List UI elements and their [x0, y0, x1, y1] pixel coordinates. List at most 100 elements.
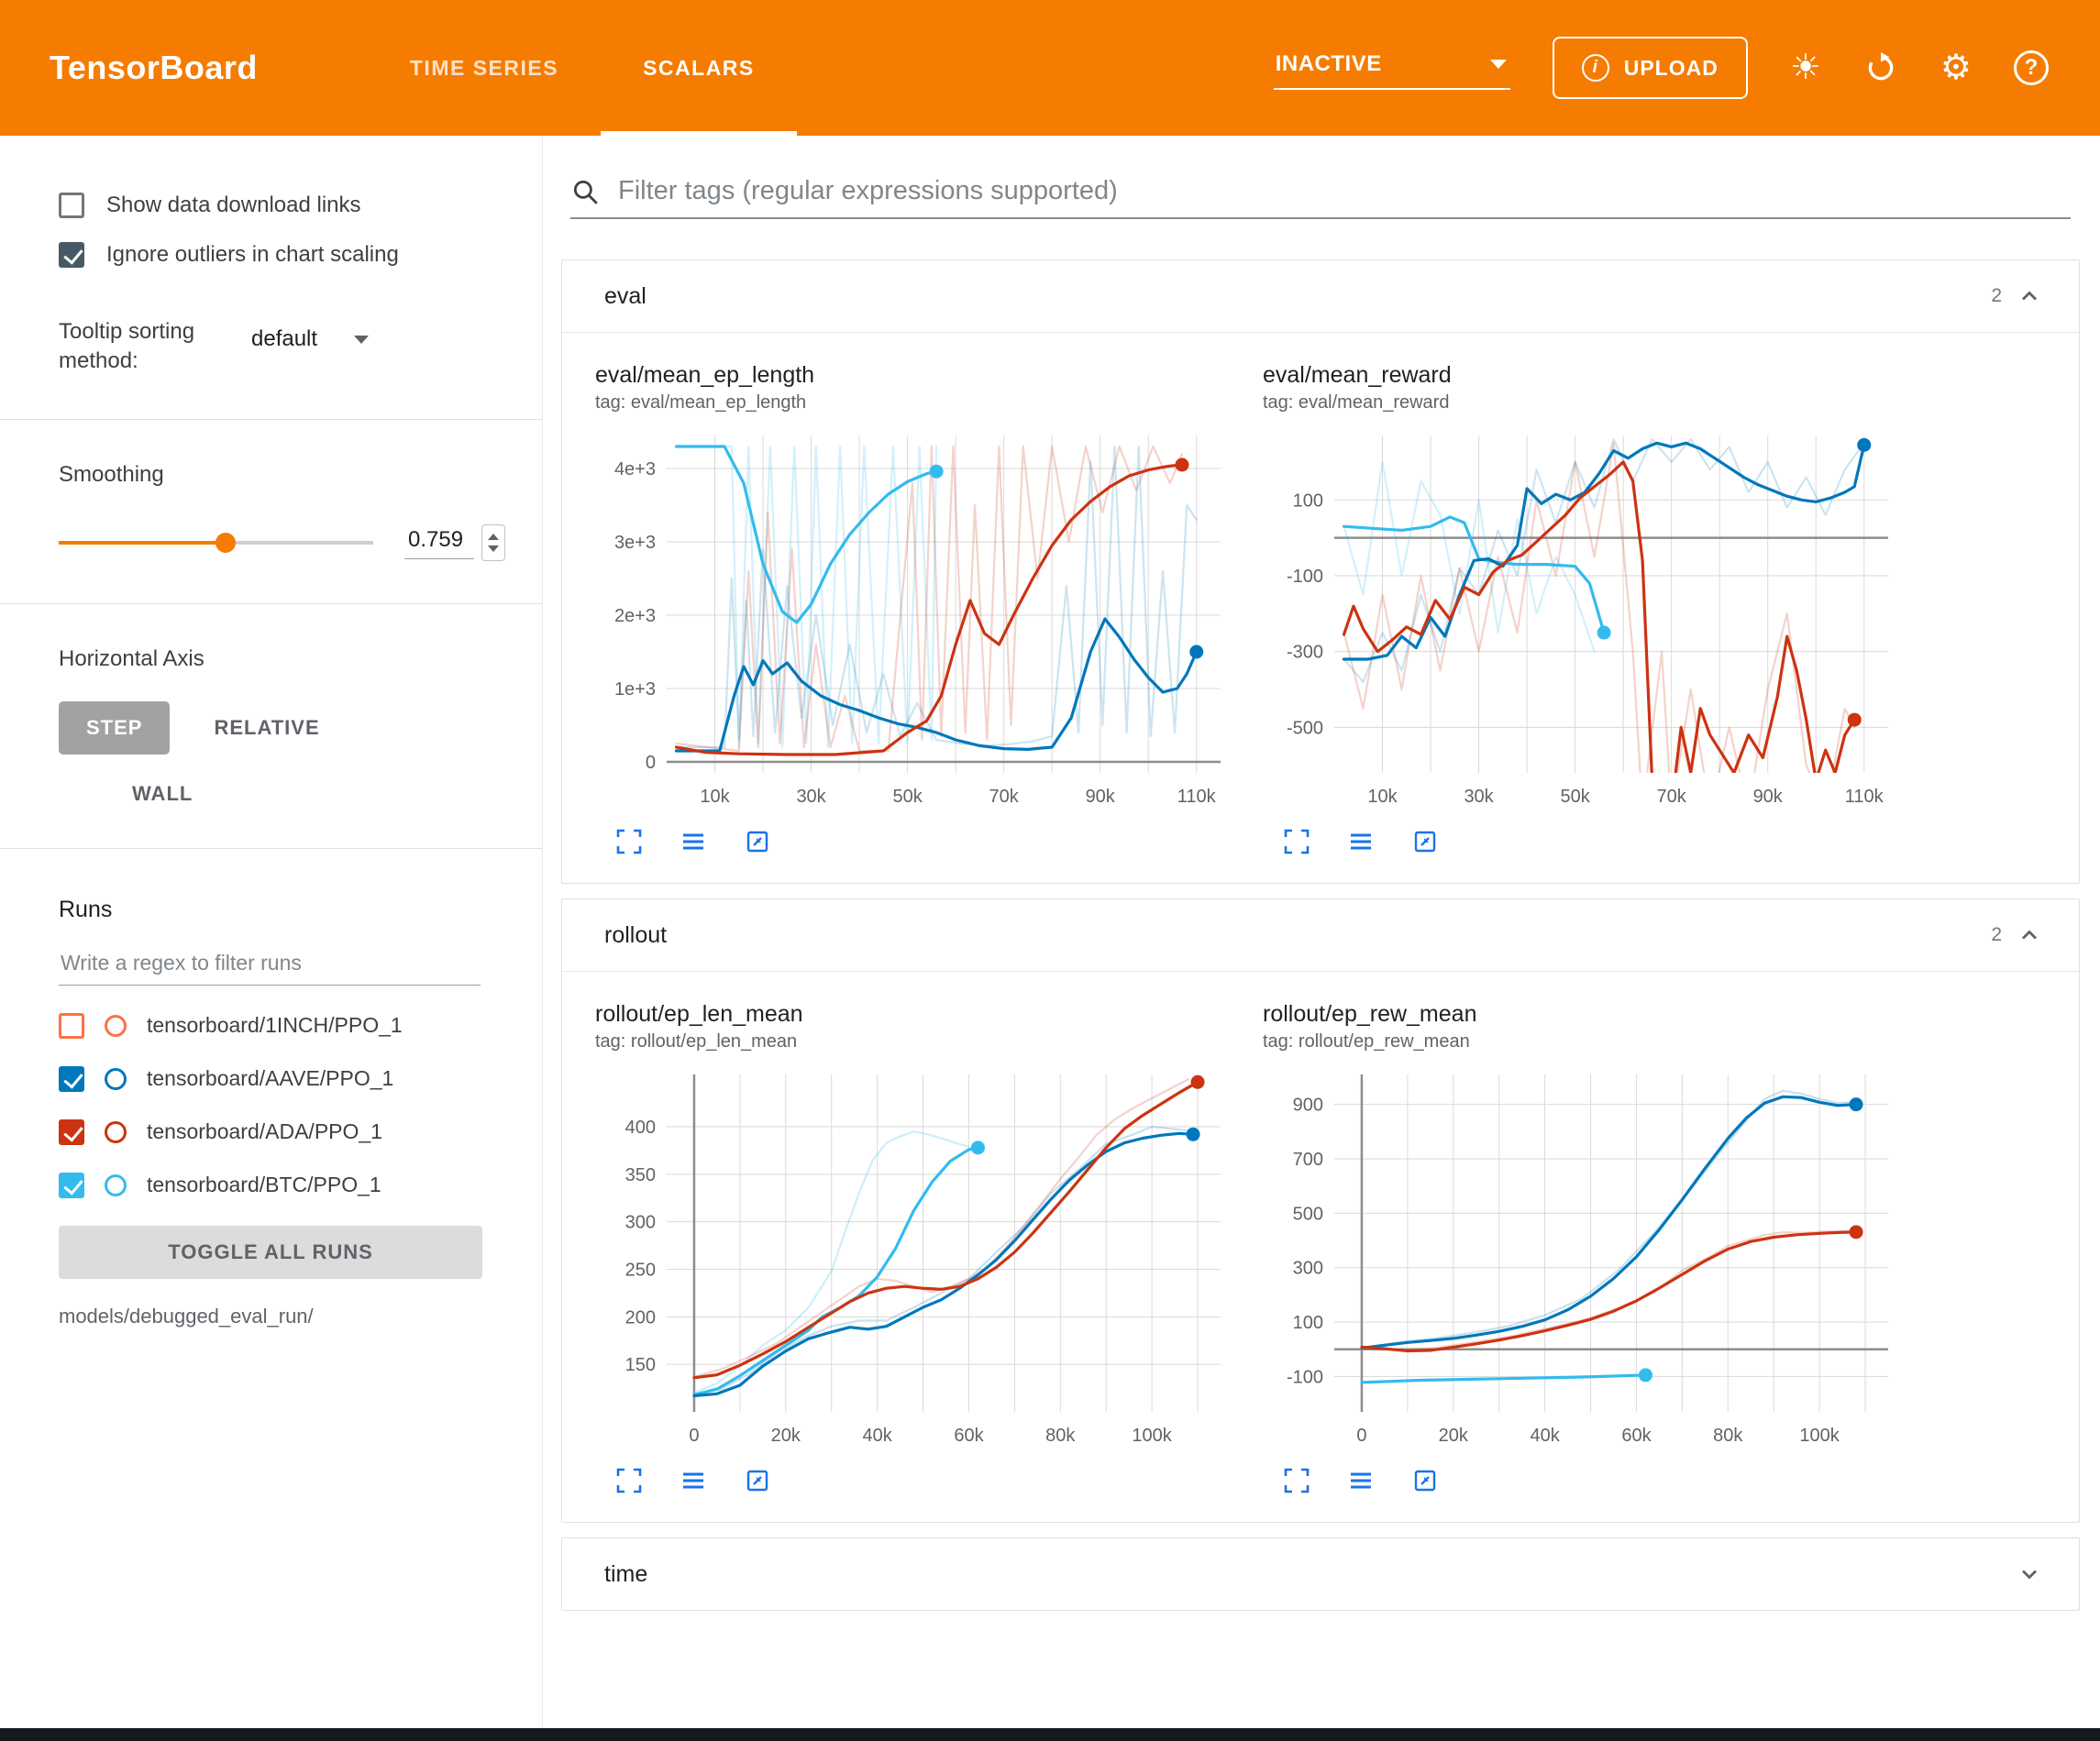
caret-down-icon	[354, 335, 370, 344]
stepper-up-icon[interactable]	[488, 533, 499, 540]
run-label: tensorboard/AAVE/PPO_1	[147, 1066, 394, 1091]
collapse-section-icon[interactable]	[2017, 922, 2042, 948]
svg-text:4e+3: 4e+3	[614, 459, 656, 479]
svg-text:0: 0	[1356, 1426, 1366, 1446]
fit-domain-icon[interactable]	[1411, 1467, 1439, 1494]
section-title: rollout	[604, 921, 668, 948]
chart-plot[interactable]: 10k 30k 50k 70k 90k 110k 0 1e+3 2e+3 3e+3 4e+3	[593, 423, 1235, 817]
svg-text:3e+3: 3e+3	[614, 533, 656, 553]
upload-button[interactable]: i UPLOAD	[1552, 37, 1748, 99]
runs-filter-input[interactable]	[59, 944, 481, 986]
tooltip-sorting-value: default	[251, 326, 318, 351]
caret-down-icon	[1489, 60, 1507, 69]
svg-text:700: 700	[1293, 1150, 1323, 1170]
expand-chart-icon[interactable]	[615, 1467, 643, 1494]
svg-text:110k: 110k	[1845, 787, 1884, 807]
svg-text:50k: 50k	[892, 787, 923, 807]
expand-chart-icon[interactable]	[1283, 1467, 1310, 1494]
show-download-links-row[interactable]: Show data download links	[59, 193, 505, 218]
slider-fill	[59, 540, 226, 545]
svg-text:-100: -100	[1287, 567, 1323, 587]
svg-text:250: 250	[625, 1261, 656, 1281]
smoothing-value-input[interactable]: 0.759	[404, 525, 474, 560]
chart-plot[interactable]: 0 20k 40k 60k 80k 100k 150 200 250 300 350 400	[593, 1062, 1235, 1456]
run-color-swatch	[105, 1174, 127, 1196]
help-icon[interactable]: ?	[2014, 50, 2049, 85]
toggle-y-axis-icon[interactable]	[1347, 828, 1375, 855]
toggle-y-axis-icon[interactable]	[1347, 1467, 1375, 1494]
status-dropdown[interactable]: INACTIVE	[1273, 46, 1510, 90]
svg-text:10k: 10k	[700, 787, 730, 807]
section-count: 2	[1991, 285, 2002, 306]
svg-text:50k: 50k	[1560, 787, 1590, 807]
main-panel: eval 2 eval/mean_ep_length tag: eval/mea…	[543, 136, 2100, 1741]
settings-gear-icon[interactable]: ⚙	[1940, 49, 1972, 87]
svg-text:60k: 60k	[954, 1426, 984, 1446]
run-row-btc[interactable]: tensorboard/BTC/PPO_1	[59, 1172, 505, 1198]
tab-time-series[interactable]: TIME SERIES	[409, 55, 559, 80]
runs-heading: Runs	[59, 896, 113, 922]
tooltip-sorting-dropdown[interactable]: default	[251, 326, 370, 352]
toggle-y-axis-icon[interactable]	[680, 1467, 707, 1494]
smoothing-slider[interactable]	[59, 532, 373, 554]
fit-domain-icon[interactable]	[1411, 828, 1439, 855]
run-checkbox[interactable]	[59, 1172, 84, 1198]
fit-domain-icon[interactable]	[744, 1467, 771, 1494]
svg-text:20k: 20k	[771, 1426, 801, 1446]
axis-step-button[interactable]: STEP	[59, 700, 171, 755]
refresh-icon[interactable]	[1863, 50, 1898, 85]
svg-text:100k: 100k	[1132, 1426, 1172, 1446]
section-eval-header[interactable]: eval 2	[562, 260, 2079, 332]
run-checkbox[interactable]	[59, 1118, 84, 1145]
toggle-all-runs-button[interactable]: TOGGLE ALL RUNS	[59, 1225, 482, 1279]
axis-relative-button[interactable]: RELATIVE	[214, 715, 320, 739]
run-color-swatch	[105, 1120, 127, 1143]
slider-thumb[interactable]	[215, 532, 236, 553]
svg-text:70k: 70k	[1657, 787, 1687, 807]
run-row-ada[interactable]: tensorboard/ADA/PPO_1	[59, 1118, 505, 1145]
ignore-outliers-label: Ignore outliers in chart scaling	[106, 242, 399, 267]
svg-text:500: 500	[1293, 1204, 1323, 1224]
smoothing-control: 0.759	[59, 523, 505, 561]
section-time-header[interactable]: time	[562, 1538, 2079, 1610]
chart-eval-mean-reward: eval/mean_reward tag: eval/mean_reward 1…	[1261, 355, 1905, 855]
svg-text:80k: 80k	[1713, 1426, 1743, 1446]
search-icon	[573, 180, 598, 204]
ignore-outliers-checkbox[interactable]	[59, 242, 84, 268]
chart-tag: tag: eval/mean_reward	[1263, 392, 1450, 413]
toggle-y-axis-icon[interactable]	[680, 828, 707, 855]
section-rollout-header[interactable]: rollout 2	[562, 899, 2079, 971]
show-download-links-checkbox[interactable]	[59, 193, 84, 218]
smoothing-stepper[interactable]	[481, 523, 505, 561]
divider	[0, 847, 542, 849]
expand-chart-icon[interactable]	[615, 828, 643, 855]
tab-scalars[interactable]: SCALARS	[601, 0, 797, 136]
expand-section-icon[interactable]	[2017, 1561, 2042, 1587]
run-checkbox[interactable]	[59, 1065, 84, 1092]
run-row-aave[interactable]: tensorboard/AAVE/PPO_1	[59, 1065, 505, 1092]
run-color-swatch	[105, 1067, 127, 1090]
chart-plot[interactable]: 10k 30k 50k 70k 90k 110k 100 -100 -300 -500	[1261, 423, 1903, 817]
brightness-icon[interactable]: ☀	[1789, 49, 1821, 87]
svg-text:1e+3: 1e+3	[614, 679, 656, 700]
run-checkbox[interactable]	[59, 1012, 84, 1039]
expand-chart-icon[interactable]	[1283, 828, 1310, 855]
run-label: tensorboard/1INCH/PPO_1	[147, 1013, 403, 1038]
tooltip-sorting-row: Tooltip sorting method: default	[59, 317, 505, 377]
collapse-section-icon[interactable]	[2017, 283, 2042, 309]
axis-wall-button[interactable]: WALL	[132, 781, 193, 805]
svg-text:70k: 70k	[989, 787, 1020, 807]
svg-text:90k: 90k	[1086, 787, 1116, 807]
chart-title: rollout/ep_len_mean	[595, 1001, 803, 1027]
fit-domain-icon[interactable]	[744, 828, 771, 855]
chart-rollout-ep-rew-mean: rollout/ep_rew_mean tag: rollout/ep_rew_…	[1261, 994, 1905, 1494]
run-row-1inch[interactable]: tensorboard/1INCH/PPO_1	[59, 1012, 505, 1039]
chart-plot[interactable]: 0 20k 40k 60k 80k 100k -100 100 300 500 700 900	[1261, 1062, 1903, 1456]
svg-text:30k: 30k	[796, 787, 826, 807]
svg-text:100: 100	[1293, 490, 1323, 511]
svg-text:30k: 30k	[1464, 787, 1494, 807]
run-label: tensorboard/BTC/PPO_1	[147, 1173, 381, 1197]
tag-filter-input[interactable]	[618, 176, 2071, 206]
stepper-down-icon[interactable]	[488, 545, 499, 552]
ignore-outliers-row[interactable]: Ignore outliers in chart scaling	[59, 242, 505, 268]
